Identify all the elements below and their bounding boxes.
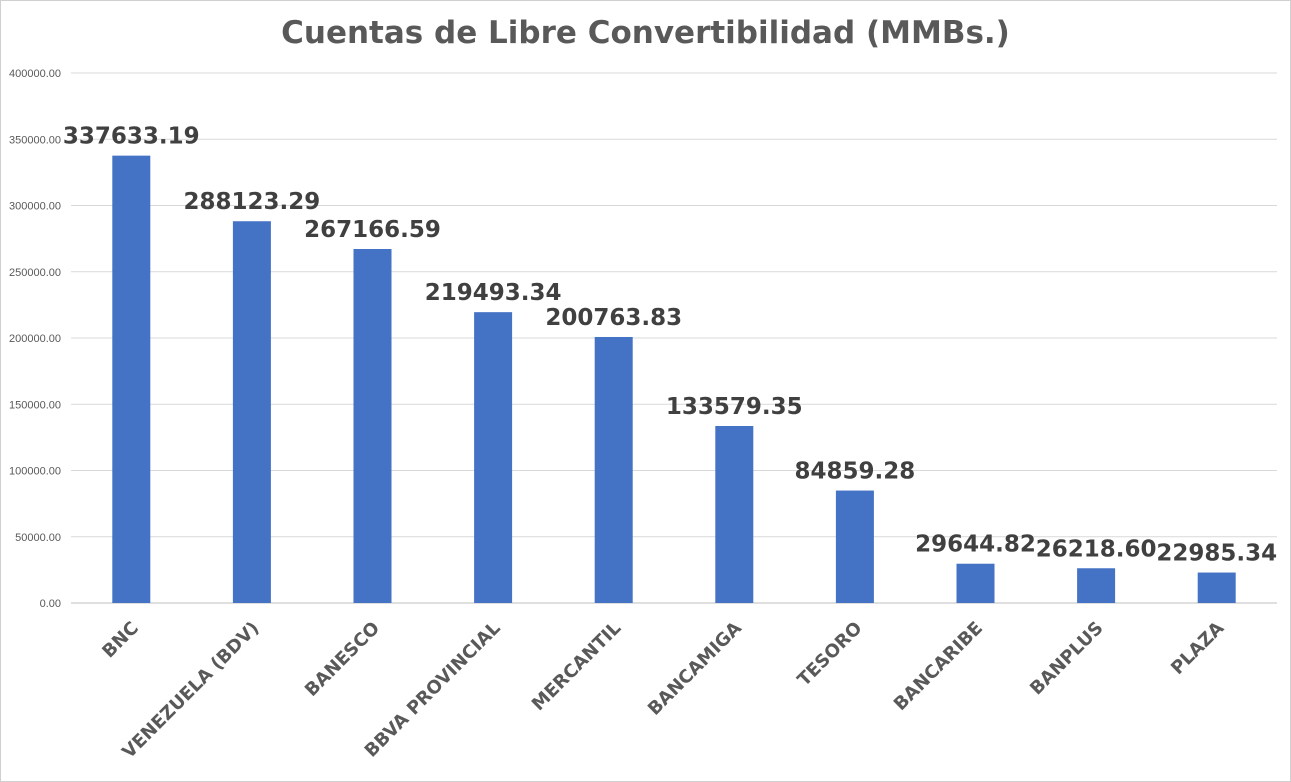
bar-plaza	[1197, 572, 1236, 603]
data-label: 267166.59	[304, 217, 441, 243]
y-tick-label: 50000.00	[15, 532, 61, 544]
x-tick-label: BBVA PROVINCIAL	[361, 618, 505, 762]
bar-mercantil	[594, 336, 633, 603]
y-tick-label: 350000.00	[9, 134, 61, 146]
bar-bnc	[112, 155, 151, 603]
x-tick-label: BANPLUS	[1026, 618, 1108, 700]
data-label: 26218.60	[1036, 536, 1157, 562]
data-label: 288123.29	[184, 189, 321, 215]
bar-bancamiga	[715, 426, 754, 603]
y-tick-label: 0.00	[40, 598, 61, 610]
x-tick-label: BNC	[98, 618, 143, 663]
bar-banplus	[1077, 568, 1116, 603]
y-tick-label: 400000.00	[9, 68, 61, 80]
data-label: 219493.34	[425, 280, 562, 306]
y-tick-label: 300000.00	[9, 201, 61, 213]
x-tick-label: BANCAMIGA	[644, 618, 746, 720]
y-tick-label: 250000.00	[9, 267, 61, 279]
data-label: 133579.35	[666, 394, 803, 420]
bar-venezuela-bdv	[232, 221, 271, 603]
x-tick-label: TESORO	[794, 618, 867, 691]
data-label: 200763.83	[545, 305, 682, 331]
data-label: 22985.34	[1156, 541, 1277, 567]
y-tick-label: 200000.00	[9, 333, 61, 345]
x-tick-label: BANCARIBE	[890, 618, 987, 715]
data-label: 29644.82	[915, 532, 1036, 558]
data-label: 84859.28	[795, 459, 916, 485]
y-tick-label: 100000.00	[9, 466, 61, 478]
chart-title: Cuentas de Libre Convertibilidad (MMBs.)	[281, 15, 1010, 51]
bar-tesoro	[835, 490, 874, 603]
x-tick-label: PLAZA	[1167, 618, 1228, 679]
x-tick-label: BANESCO	[301, 618, 384, 701]
y-tick-label: 150000.00	[9, 399, 61, 411]
x-tick-label: MERCANTIL	[528, 618, 625, 715]
data-label: 337633.19	[63, 124, 200, 150]
x-tick-label: VENEZUELA (BDV)	[118, 618, 263, 763]
bar-bancaribe	[956, 563, 995, 603]
bar-bbva-provincial	[474, 312, 513, 603]
bar-banesco	[353, 249, 392, 603]
